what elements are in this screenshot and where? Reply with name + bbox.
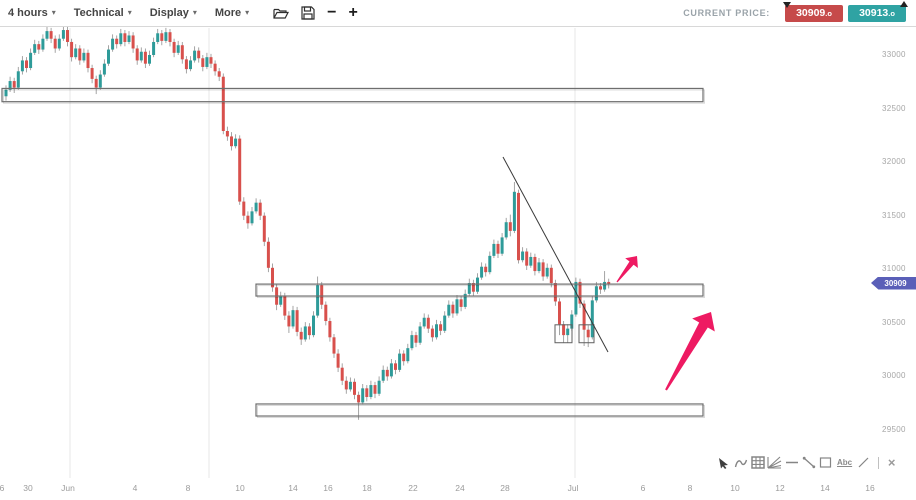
price-tick-label: 30000 bbox=[882, 371, 906, 380]
fan-lines-tool-icon[interactable] bbox=[767, 455, 782, 470]
ask-price-badge: 30913 .o bbox=[848, 0, 908, 22]
time-tick-label: 28 bbox=[500, 483, 510, 493]
text-tool[interactable]: Abc bbox=[837, 458, 853, 467]
bid-price-badge: 30909 .o bbox=[783, 1, 843, 22]
curve-tool-icon[interactable] bbox=[733, 455, 748, 470]
current-price-axis-tag: 30909 bbox=[871, 276, 916, 290]
price-tick-label: 31000 bbox=[882, 264, 906, 273]
time-tick-label: 14 bbox=[288, 483, 298, 493]
display-menu-label: Display bbox=[149, 7, 189, 19]
more-menu[interactable]: More ▾ bbox=[215, 7, 249, 19]
tick-down-icon bbox=[783, 1, 791, 8]
time-tick-label: Jun bbox=[61, 483, 75, 493]
timeframe-menu-label: 4 hours bbox=[8, 7, 48, 19]
caret-down-icon: ▾ bbox=[192, 8, 197, 17]
zoom-out-button[interactable]: − bbox=[327, 4, 337, 21]
time-tick-label: 10 bbox=[730, 483, 740, 493]
ask-price-value: 30913 bbox=[859, 6, 889, 19]
price-axis[interactable]: 33000 32500 32000 31500 31000 30500 30000 29500 bbox=[856, 0, 916, 500]
timeframe-menu[interactable]: 4 hours ▾ bbox=[8, 7, 56, 19]
more-menu-label: More bbox=[214, 7, 242, 19]
price-tick-label: 29500 bbox=[882, 425, 906, 434]
time-tick-label: 12 bbox=[775, 483, 785, 493]
price-tick-label: 30500 bbox=[882, 318, 906, 327]
technical-menu-label: Technical bbox=[73, 7, 124, 19]
time-tick-label: 16 bbox=[323, 483, 333, 493]
caret-down-icon: ▾ bbox=[127, 8, 132, 17]
current-price-area: CURRENT PRICE: 30909 .o 30913 .o bbox=[683, 0, 908, 22]
trend-line-tool-icon[interactable] bbox=[801, 455, 816, 470]
time-axis[interactable]: 6 30 Jun 4 8 10 14 16 18 22 24 28 Jul 6 8 10 12 14 16 bbox=[0, 481, 916, 497]
time-tick-label: 24 bbox=[455, 483, 465, 493]
top-toolbar: 4 hours ▾ Technical ▾ Display ▾ More ▾ − bbox=[0, 0, 916, 27]
price-tick-label: 33000 bbox=[882, 50, 906, 59]
display-menu[interactable]: Display ▾ bbox=[150, 7, 197, 19]
current-price-label: CURRENT PRICE: bbox=[683, 8, 770, 18]
tools-separator bbox=[878, 456, 880, 469]
caret-down-icon: ▾ bbox=[245, 8, 250, 17]
diagonal-line-tool-icon[interactable] bbox=[856, 455, 871, 470]
time-tick-label: 4 bbox=[132, 483, 138, 493]
time-tick-label: 10 bbox=[235, 483, 245, 493]
horizontal-line-tool-icon[interactable] bbox=[784, 455, 799, 470]
time-tick-label: 18 bbox=[362, 483, 372, 493]
caret-down-icon: ▾ bbox=[51, 8, 56, 17]
bid-price-value: 30909 bbox=[796, 6, 826, 19]
rectangle-tool-icon[interactable] bbox=[818, 455, 833, 470]
time-tick-label: 22 bbox=[408, 483, 418, 493]
close-tools-icon[interactable]: × bbox=[887, 455, 896, 470]
cursor-tool-icon[interactable] bbox=[716, 455, 731, 470]
save-floppy-icon bbox=[301, 6, 315, 20]
drawing-tools-bar: Abc × bbox=[716, 455, 901, 470]
open-folder-icon bbox=[273, 7, 290, 20]
time-tick-label: 30 bbox=[23, 483, 33, 493]
time-tick-label: 6 bbox=[0, 483, 5, 493]
bid-price-pip: .o bbox=[825, 8, 832, 18]
technical-menu[interactable]: Technical ▾ bbox=[74, 7, 132, 19]
ask-price-pip: .o bbox=[888, 8, 895, 18]
time-tick-label: 14 bbox=[820, 483, 830, 493]
zoom-in-button[interactable]: + bbox=[348, 4, 358, 21]
grid-tool-icon[interactable] bbox=[750, 455, 765, 470]
time-tick-label: 8 bbox=[185, 483, 191, 493]
time-tick-label: 8 bbox=[687, 483, 693, 493]
time-tick-label: 16 bbox=[865, 483, 875, 493]
open-chart-button[interactable] bbox=[273, 7, 290, 20]
save-chart-button[interactable] bbox=[301, 6, 315, 20]
price-tick-label: 31500 bbox=[882, 211, 906, 220]
time-tick-label: 6 bbox=[640, 483, 646, 493]
price-tick-label: 32000 bbox=[882, 157, 906, 166]
time-tick-label: Jul bbox=[567, 483, 579, 493]
tick-up-icon bbox=[900, 0, 908, 7]
price-tick-label: 32500 bbox=[882, 104, 906, 113]
